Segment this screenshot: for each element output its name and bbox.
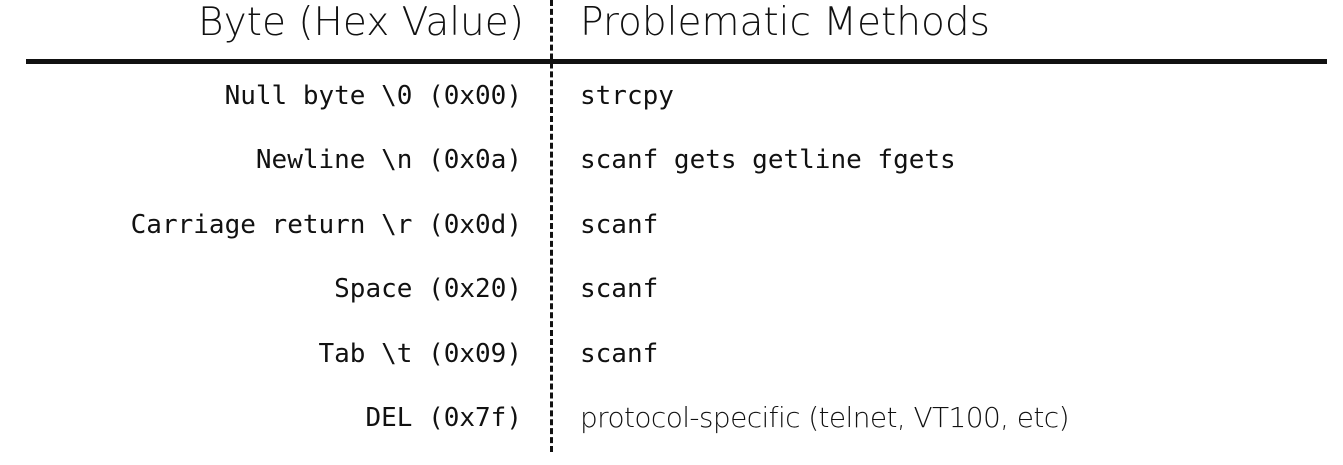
methods-cell: scanf	[580, 210, 659, 240]
methods-cell: scanf gets getline fgets	[580, 145, 956, 175]
table-row-tab: Tab \t (0x09) scanf	[0, 334, 1343, 374]
table-row-del: DEL (0x7f) protocol-specific (telnet, VT…	[0, 398, 1343, 438]
table-row-null-byte: Null byte \0 (0x00) strcpy	[0, 76, 1343, 116]
table-row-newline: Newline \n (0x0a) scanf gets getline fge…	[0, 140, 1343, 180]
methods-cell: strcpy	[580, 81, 674, 111]
header-problematic-methods: Problematic Methods	[580, 0, 990, 45]
column-divider	[550, 0, 553, 452]
byte-cell: Carriage return \r (0x0d)	[130, 210, 522, 240]
methods-cell: scanf	[580, 339, 659, 369]
table-row-carriage-return: Carriage return \r (0x0d) scanf	[0, 205, 1343, 245]
byte-cell: Newline \n (0x0a)	[255, 145, 522, 175]
byte-cell: Null byte \0 (0x00)	[224, 81, 522, 111]
table-row-space: Space (0x20) scanf	[0, 269, 1343, 309]
header-byte-hex-value: Byte (Hex Value)	[198, 0, 524, 45]
byte-cell: Space (0x20)	[334, 274, 522, 304]
byte-cell: DEL (0x7f)	[365, 403, 522, 433]
methods-cell: protocol-specific (telnet, VT100, etc)	[580, 401, 1070, 434]
byte-cell: Tab \t (0x09)	[318, 339, 523, 369]
methods-cell: scanf	[580, 274, 659, 304]
header-rule	[26, 59, 1327, 64]
